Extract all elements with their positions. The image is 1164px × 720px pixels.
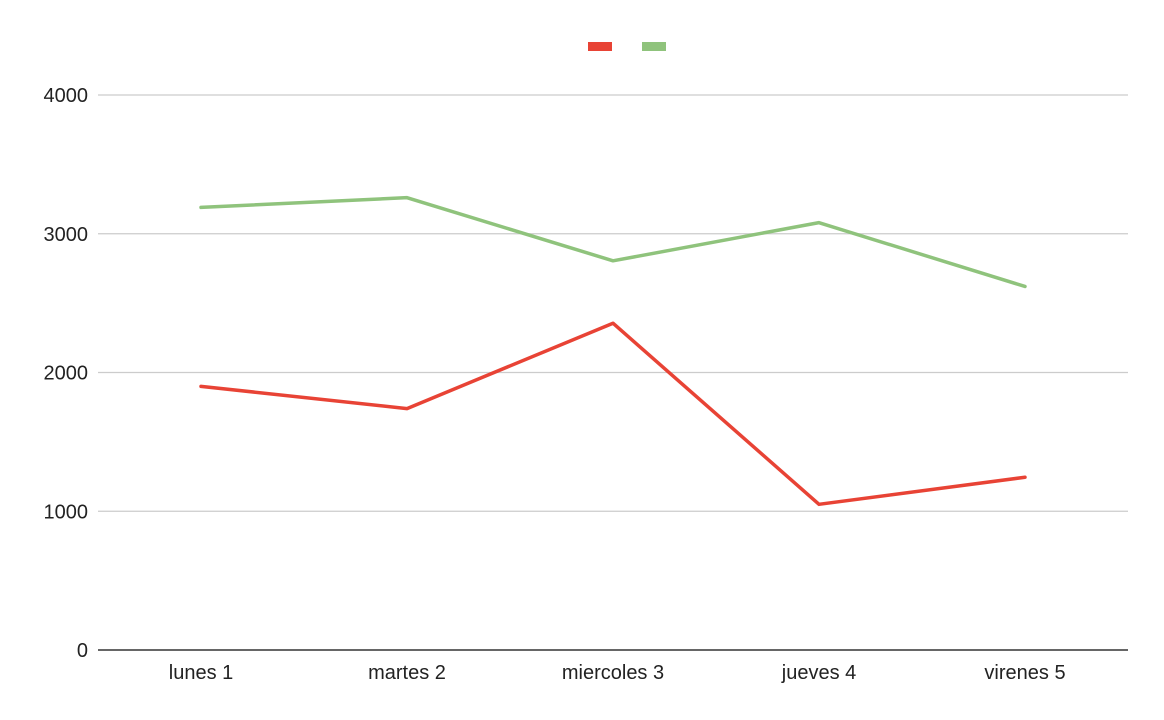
x-tick-label: lunes 1 [169,662,234,684]
y-tick-label: 0 [77,640,88,662]
x-tick-label: jueves 4 [781,662,857,684]
gridlines [98,94,1128,651]
series-line-2 [199,195,1027,289]
y-tick-label: 1000 [44,501,89,523]
y-axis-ticks: 0 1000 2000 3000 4000 [44,85,89,662]
legend-swatch-1 [588,42,612,51]
series-line-1 [199,321,1027,507]
x-axis-ticks: lunes 1 martes 2 miercoles 3 jueves 4 virene… [169,662,1066,684]
x-tick-label: virenes 5 [984,662,1065,684]
series-layer [199,195,1027,507]
y-tick-label: 4000 [44,85,89,107]
legend-swatch-2 [642,42,666,51]
y-tick-label: 2000 [44,363,89,385]
legend [588,42,666,51]
y-tick-label: 3000 [44,224,89,246]
x-tick-label: miercoles 3 [562,662,664,684]
x-tick-label: martes 2 [368,662,446,684]
